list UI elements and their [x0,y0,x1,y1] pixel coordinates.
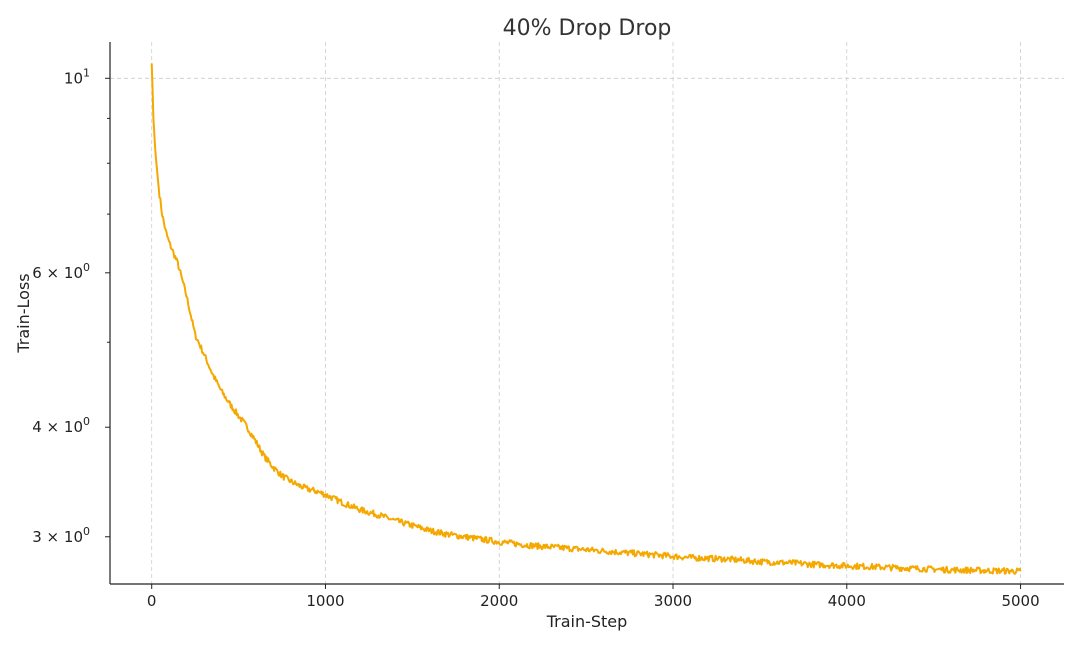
x-tick-label: 0 [147,592,157,610]
y-tick-label: 101 [64,66,90,87]
y-tick-label: 3 × 100 [32,525,90,546]
y-tick-label: 4 × 100 [32,415,90,436]
x-tick-label: 5000 [1001,592,1039,610]
x-tick-label: 2000 [480,592,518,610]
x-tick-label: 4000 [828,592,866,610]
grid-layer [110,42,1064,584]
series-line-train-loss [150,63,1022,575]
chart-title: 40% Drop Drop [503,16,672,41]
y-tick-exponent: 0 [83,415,90,428]
y-tick-exponent: 1 [83,66,90,79]
x-axis-label: Train-Step [546,612,628,631]
y-tick-exponent: 0 [83,525,90,538]
y-tick-label: 6 × 100 [32,261,90,282]
y-axis-label: Train-Loss [14,273,33,353]
x-tick-label: 1000 [306,592,344,610]
y-tick-exponent: 0 [83,261,90,274]
x-tick-label: 3000 [654,592,692,610]
